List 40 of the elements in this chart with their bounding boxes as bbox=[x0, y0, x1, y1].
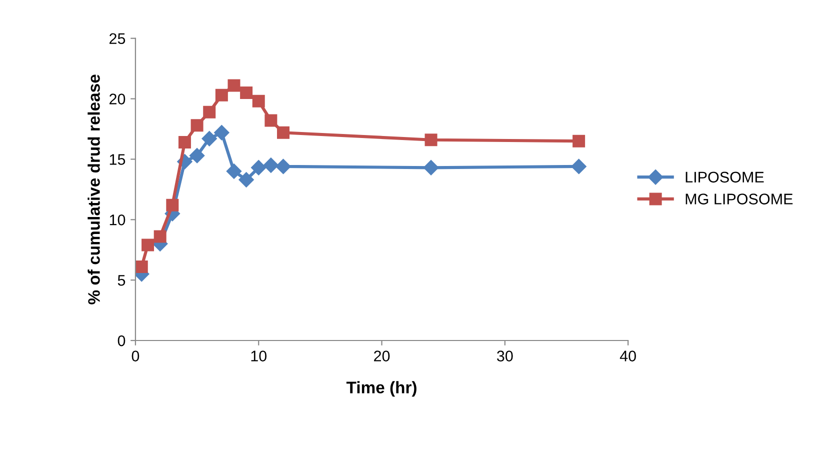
x-tick-label: 0 bbox=[132, 350, 140, 362]
x-tick-label: 20 bbox=[374, 350, 390, 362]
y-tick-label: 0 bbox=[118, 335, 126, 346]
x-tick-label: 30 bbox=[497, 350, 513, 362]
point bbox=[226, 164, 242, 179]
point bbox=[228, 79, 240, 92]
point bbox=[142, 238, 154, 252]
y-tick-label: 5 bbox=[118, 275, 126, 286]
point bbox=[252, 94, 265, 108]
point bbox=[190, 119, 204, 132]
point bbox=[263, 158, 278, 173]
point bbox=[423, 160, 439, 176]
point bbox=[202, 131, 217, 146]
point bbox=[178, 136, 191, 149]
point bbox=[189, 148, 205, 164]
x-tick-label: 40 bbox=[620, 350, 636, 362]
point bbox=[572, 134, 586, 148]
point bbox=[154, 230, 166, 243]
x-tick-label: 10 bbox=[251, 350, 267, 362]
legend-label: LIPOSOME bbox=[686, 172, 764, 183]
legend-label: MG LIPOSOME bbox=[686, 194, 793, 204]
point bbox=[264, 114, 278, 127]
point bbox=[203, 106, 216, 118]
point bbox=[238, 172, 254, 188]
point bbox=[240, 86, 253, 99]
point bbox=[166, 198, 179, 212]
y-tick-label: 10 bbox=[110, 214, 126, 226]
y-axis-title: % of cumulative drud release bbox=[88, 74, 100, 304]
point bbox=[424, 134, 438, 146]
point bbox=[135, 260, 148, 274]
y-tick-label: 25 bbox=[110, 33, 126, 44]
point bbox=[276, 158, 291, 174]
x-axis-title: Time (hr) bbox=[346, 381, 416, 397]
point bbox=[214, 125, 230, 140]
point bbox=[251, 160, 266, 176]
point bbox=[215, 88, 228, 102]
y-tick-label: 15 bbox=[110, 154, 126, 165]
point bbox=[571, 158, 586, 174]
y-tick-label: 20 bbox=[110, 94, 126, 104]
point bbox=[276, 126, 290, 139]
